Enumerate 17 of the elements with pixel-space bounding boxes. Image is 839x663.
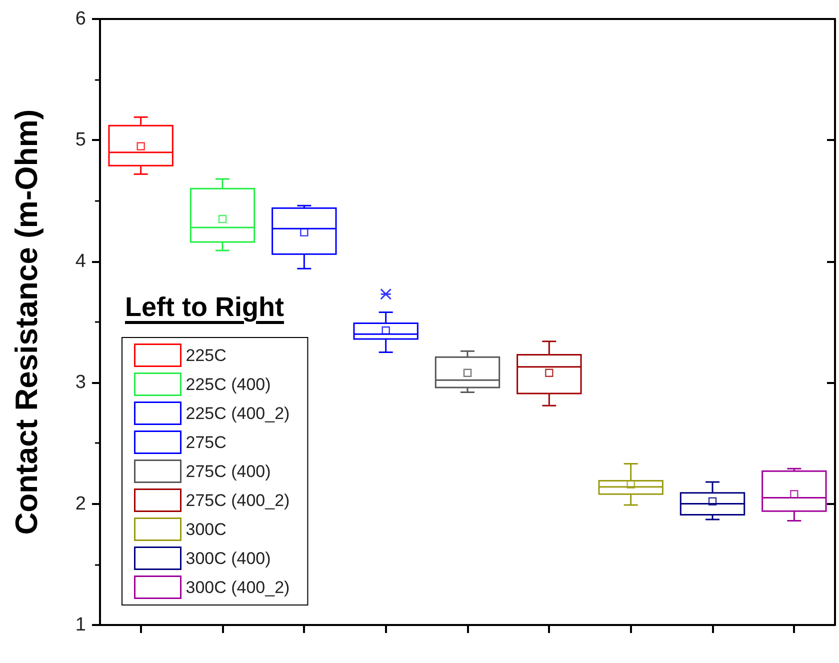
legend-label: 225C (400) <box>186 374 271 394</box>
legend-label: 300C <box>186 520 226 539</box>
y-tick-label: 5 <box>75 130 86 151</box>
y-axis-title: Contact Resistance (m-Ohm) <box>9 109 44 535</box>
legend-label: 225C <box>186 346 226 365</box>
legend-label: 300C (400) <box>186 548 271 568</box>
legend-label: 275C (400_2) <box>186 490 290 510</box>
legend-title: Left to Right <box>125 292 284 323</box>
y-tick-label: 2 <box>75 493 86 514</box>
legend-label: 275C (400) <box>186 462 271 481</box>
y-tick-label: 6 <box>75 8 86 30</box>
y-tick-label: 4 <box>75 250 86 272</box>
legend-label: 275C <box>186 432 226 452</box>
y-tick-label: 3 <box>75 372 86 394</box>
legend-label: 225C (400_2) <box>186 404 290 423</box>
legend-label: 300C (400_2) <box>186 578 290 597</box>
y-tick-label: 1 <box>75 614 86 636</box>
